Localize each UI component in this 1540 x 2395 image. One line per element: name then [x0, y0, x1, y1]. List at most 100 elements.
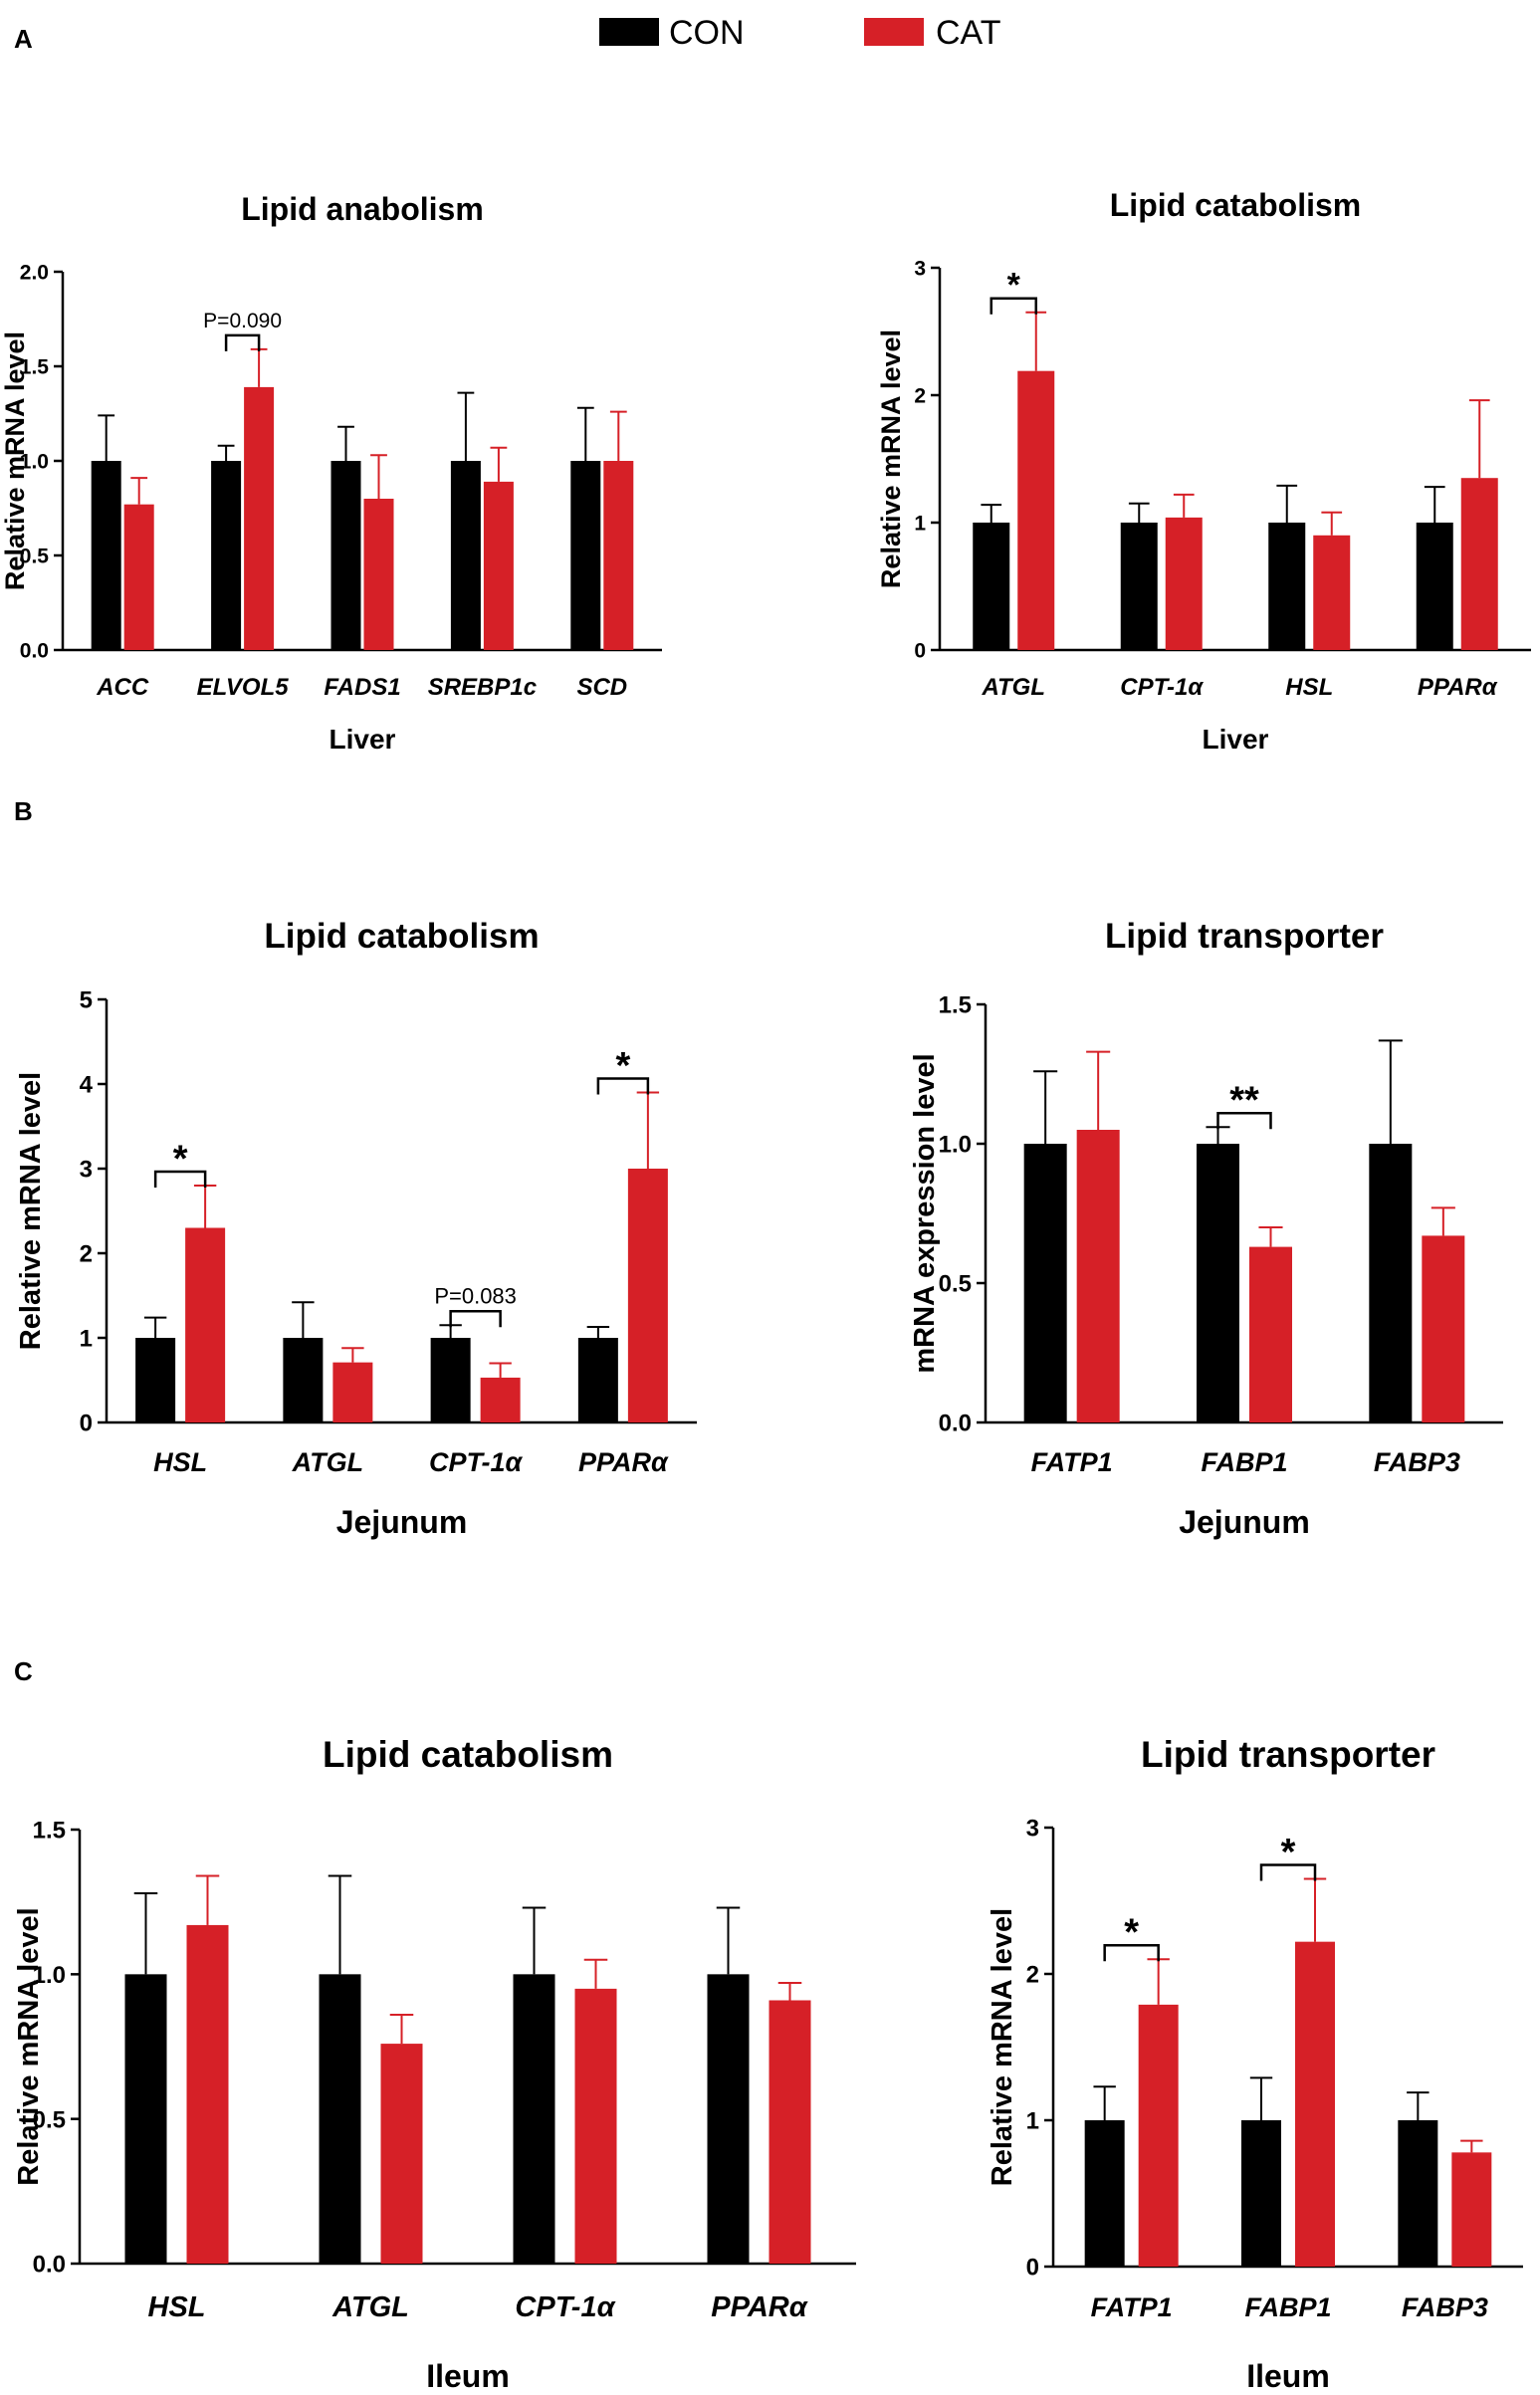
bar-con — [430, 1338, 471, 1422]
x-category-label: ATGL — [981, 674, 1045, 701]
y-tick-label: 1.0 — [33, 1962, 66, 1989]
y-tick-label: 1.0 — [20, 451, 49, 474]
y-tick-label: 2 — [1026, 1962, 1039, 1989]
chart-2: Lipid catabolism 0 1 2 3 Relative mRNA level L… — [876, 187, 1531, 755]
bar-cat — [1138, 2004, 1179, 2267]
bar-cat — [1165, 517, 1203, 650]
x-category-label: ELVOL5 — [197, 674, 290, 701]
y-tick-label: 0 — [914, 640, 926, 663]
y-tick-label: 2 — [914, 385, 926, 408]
y-tick-label: 0.0 — [20, 640, 49, 663]
x-category-label: CPT-1α — [429, 1447, 524, 1477]
x-axis-title: Ileum — [1246, 2358, 1330, 2394]
bar-cat — [1295, 1941, 1335, 2267]
y-tick-label: 0.0 — [33, 2252, 66, 2279]
bar-con — [1416, 523, 1453, 650]
significance-bracket — [596, 1077, 650, 1095]
bar-cat — [123, 504, 154, 650]
significance-star: * — [173, 1138, 188, 1180]
y-tick-label: 1 — [914, 513, 926, 536]
chart-title: Lipid catabolism — [323, 1734, 613, 1775]
y-axis-title: Relative mRNA level — [987, 1908, 1018, 2186]
bar-cat — [1017, 370, 1055, 650]
bar-cat — [1076, 1130, 1120, 1422]
bar-cat — [1249, 1246, 1292, 1422]
bar-con — [1268, 523, 1306, 650]
y-tick-label: 0.0 — [939, 1411, 972, 1437]
bar-con — [330, 461, 361, 650]
x-axis-title: Ileum — [426, 2358, 510, 2394]
bar-cat — [363, 499, 394, 650]
x-category-label: CPT-1α — [1120, 674, 1204, 701]
bar-cat — [380, 2044, 423, 2264]
bar-con — [570, 461, 601, 650]
bar-cat — [186, 1924, 229, 2264]
x-category-label: SCD — [576, 674, 627, 701]
panel-letter-b: B — [14, 796, 33, 826]
panel-letter-a: A — [14, 24, 33, 54]
y-axis-title: Relative mRNA level — [0, 331, 30, 590]
bar-con — [450, 461, 481, 650]
x-category-label: HSL — [153, 1447, 207, 1477]
chart-title: Lipid anabolism — [241, 191, 484, 227]
bar-con — [124, 1974, 167, 2264]
legend-label-cat: CAT — [936, 14, 1000, 52]
y-tick-label: 0.5 — [939, 1271, 972, 1298]
significance-star: * — [1124, 1912, 1139, 1954]
bar-cat — [627, 1169, 668, 1422]
y-tick-label: 1.5 — [939, 992, 972, 1019]
bar-cat — [769, 2000, 811, 2264]
charts-container: Lipid anabolism 0.0 0.5 1.0 1.5 2.0 Relative m… — [0, 187, 1531, 2394]
chart-title: Lipid transporter — [1105, 917, 1384, 956]
bar-con — [91, 461, 121, 650]
x-category-label: FATP1 — [1031, 1447, 1113, 1477]
x-category-label: FABP1 — [1244, 2292, 1331, 2322]
y-tick-label: 1 — [80, 1326, 93, 1353]
bar-con — [1398, 2120, 1438, 2267]
chart-6: Lipid transporter 0 1 2 3 Relative mRNA level… — [987, 1734, 1523, 2394]
bar-con — [1197, 1144, 1239, 1422]
bar-cat — [185, 1227, 226, 1422]
x-category-label: PPARα — [578, 1447, 669, 1477]
legend-label-con: CON — [669, 14, 745, 52]
x-category-label: SREBP1c — [428, 674, 537, 701]
bar-con — [319, 1974, 361, 2264]
bar-con — [513, 1974, 555, 2264]
bar-cat — [574, 1988, 617, 2264]
bar-cat — [483, 481, 514, 650]
y-axis-title: Relative mRNA level — [876, 329, 906, 588]
chart-5: Lipid catabolism 0.0 0.5 1.0 1.5 Relative mRN… — [13, 1734, 856, 2394]
x-axis-title: Jejunum — [336, 1504, 468, 1540]
x-category-label: FABP3 — [1402, 2292, 1488, 2322]
x-category-label: HSL — [1285, 674, 1333, 701]
x-category-label: PPARα — [1418, 674, 1498, 701]
significance-bracket — [1259, 1863, 1317, 1881]
x-axis-title: Jejunum — [1179, 1504, 1310, 1540]
bar-con — [283, 1338, 324, 1422]
bar-con — [973, 523, 1010, 650]
x-category-label: CPT-1α — [515, 2291, 615, 2323]
y-tick-label: 1.0 — [939, 1132, 972, 1159]
significance-star: * — [1007, 267, 1021, 305]
x-category-label: PPARα — [711, 2291, 807, 2323]
chart-title: Lipid catabolism — [264, 917, 539, 956]
y-axis-title: mRNA expression level — [909, 1053, 941, 1373]
bar-con — [707, 1974, 750, 2264]
y-axis-title: Relative mRNA level — [13, 1907, 45, 2185]
x-category-label: ACC — [96, 674, 149, 701]
p-value-label: P=0.090 — [203, 310, 282, 332]
significance-bracket — [449, 1310, 502, 1328]
p-value-label: P=0.083 — [434, 1283, 517, 1308]
legend: CON CAT — [599, 14, 1000, 52]
panel-letter-c: C — [14, 1656, 33, 1686]
bar-con — [1120, 523, 1158, 650]
bar-cat — [1451, 2152, 1492, 2267]
y-tick-label: 4 — [80, 1072, 94, 1099]
y-tick-label: 5 — [80, 987, 93, 1014]
bar-con — [1084, 2120, 1125, 2267]
chart-title: Lipid transporter — [1141, 1734, 1435, 1775]
bar-con — [577, 1338, 618, 1422]
y-tick-label: 0 — [1026, 2255, 1039, 2282]
chart-1: Lipid anabolism 0.0 0.5 1.0 1.5 2.0 Relative m… — [0, 191, 662, 755]
y-axis-title: Relative mRNA level — [15, 1072, 47, 1350]
